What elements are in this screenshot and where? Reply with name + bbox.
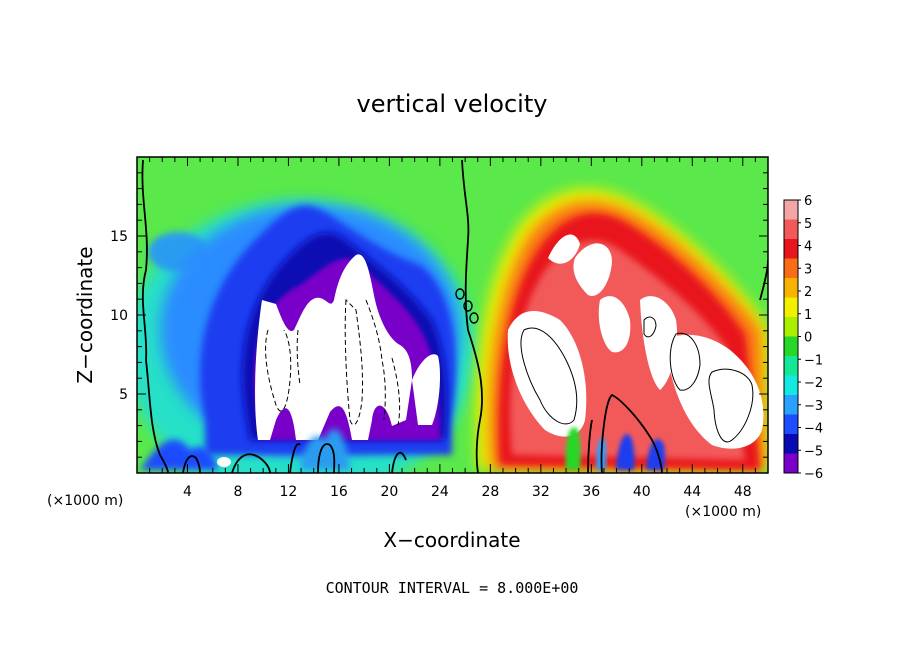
x-unit-label-right: (×1000 m) [685,504,761,520]
y-axis: 5 10 15 [110,172,768,458]
colorbar-swatch [784,297,798,318]
zero-contour-left-boundary [141,159,169,473]
x-tick-label: 20 [380,484,398,500]
contour-interval-note: CONTOUR INTERVAL = 8.000E+00 [326,579,579,597]
x-tick-label: 16 [330,484,348,500]
x-tick-label: 28 [481,484,499,500]
colorbar-label: 6 [804,194,812,209]
colorbar-label: 0 [804,331,812,346]
zero-contour-ring [455,288,465,300]
y-tick-label: 5 [119,387,128,403]
colorbar-label: −4 [804,422,823,437]
colorbar-label: 4 [804,240,812,255]
colorbar: 6 5 4 3 2 1 0 −1 −2 −3 −4 −5 −6 [783,194,823,482]
x-tick-label: 12 [280,484,298,500]
colorbar-swatch [784,219,798,240]
positive-contour [669,332,701,391]
y-tick-label: 15 [110,229,128,245]
contour-lines [141,159,768,473]
x-tick-label: 48 [734,484,752,500]
colorbar-swatch [784,395,798,415]
zero-contour-ring [463,300,473,312]
positive-contour [708,368,754,443]
x-tick-label: 44 [683,484,701,500]
positive-contour [643,316,657,338]
downdraft-region [137,200,475,473]
zero-contour-base [182,393,663,473]
y-tick-label: 10 [110,308,128,324]
chart-title: vertical velocity [357,90,548,118]
colorbar-swatch [784,356,798,376]
velocity-field [137,157,768,473]
colorbar-swatch [784,200,798,220]
zero-contour-divider [461,159,483,473]
colorbar-swatch [784,258,798,279]
positive-contour [520,327,578,425]
x-tick-label: 4 [183,484,192,500]
x-tick-label: 40 [633,484,651,500]
colorbar-swatch [784,375,798,396]
x-tick-label: 8 [233,484,242,500]
colorbar-swatch [784,317,798,337]
colorbar-label: −6 [804,467,823,482]
colorbar-swatch [784,414,798,435]
x-unit-label-left: (×1000 m) [47,493,123,509]
colorbar-label: 5 [804,217,812,232]
colorbar-swatch [784,453,798,474]
x-tick-label: 36 [582,484,600,500]
colorbar-label: −1 [804,353,823,368]
x-tick-label: 32 [532,484,550,500]
y-axis-label: Z−coordinate [73,246,97,383]
colorbar-label: −5 [804,444,823,459]
x-axis-label: X−coordinate [383,528,520,552]
colorbar-label: −2 [804,376,823,391]
colorbar-label: 2 [804,285,812,300]
colorbar-swatch [784,278,798,298]
x-axis: 4 8 12 16 20 24 28 32 36 40 44 48 [149,157,756,500]
colorbar-label: 3 [804,262,812,277]
colorbar-label: −3 [804,399,823,414]
colorbar-swatch [784,336,798,357]
colorbar-swatch [784,239,798,259]
colorbar-swatch [784,434,798,454]
zero-contour-ring [469,312,479,324]
negative-contour [265,298,401,426]
updraft-region [475,189,768,470]
colorbar-label: 1 [804,308,812,323]
x-tick-label: 24 [431,484,449,500]
